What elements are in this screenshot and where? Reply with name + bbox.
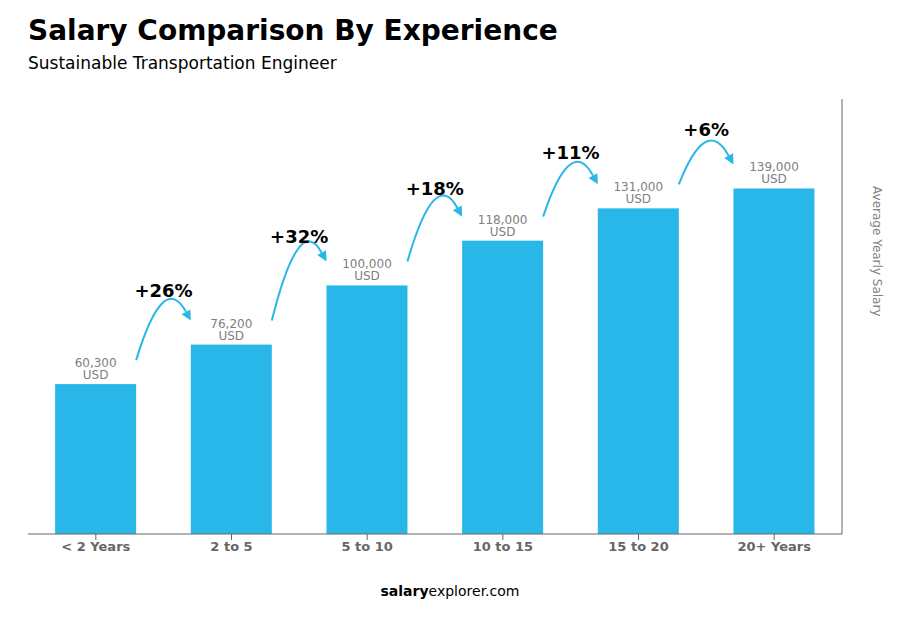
svg-text:+26%: +26% <box>134 280 192 301</box>
svg-text:131,000USD: 131,000USD <box>613 180 663 206</box>
svg-text:+32%: +32% <box>270 226 328 247</box>
svg-text:60,300USD: 60,300USD <box>75 356 117 382</box>
svg-text:2 to 5: 2 to 5 <box>210 539 252 554</box>
svg-text:10 to 15: 10 to 15 <box>473 539 533 554</box>
svg-text:139,000USD: 139,000USD <box>749 160 799 186</box>
svg-text:118,000USD: 118,000USD <box>478 213 528 239</box>
svg-text:20+ Years: 20+ Years <box>737 539 811 554</box>
html-text:Sustainable Transportation Eng: Sustainable Transportation Engineer <box>28 53 337 73</box>
svg-text:5 to 10: 5 to 10 <box>341 539 392 554</box>
svg-text:+6%: +6% <box>683 119 729 140</box>
svg-text:100,000USD: 100,000USD <box>342 257 392 283</box>
svg-text:+11%: +11% <box>541 142 599 163</box>
html-text:salary explorer.com: salary explorer.com <box>380 583 520 599</box>
svg-text:15 to 20: 15 to 20 <box>608 539 668 554</box>
html-text:Salary Comparison By Experienc: Salary Comparison By Experience <box>28 14 558 47</box>
svg-text:Average Yearly Salary: Average Yearly Salary <box>870 186 884 316</box>
svg-text:76,200USD: 76,200USD <box>210 317 252 343</box>
svg-text:< 2 Years: < 2 Years <box>61 539 130 554</box>
svg-text:+18%: +18% <box>406 178 464 199</box>
